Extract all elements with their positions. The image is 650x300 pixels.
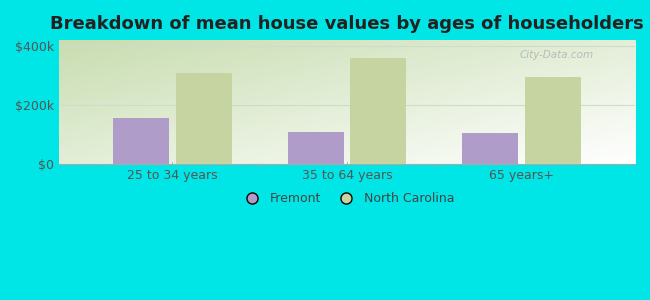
Title: Breakdown of mean house values by ages of householders: Breakdown of mean house values by ages o…	[50, 15, 644, 33]
Bar	[350, 58, 406, 164]
Bar	[288, 132, 343, 164]
Bar	[462, 133, 518, 164]
Text: City-Data.com: City-Data.com	[520, 50, 594, 60]
Bar	[176, 73, 232, 164]
Bar	[525, 77, 581, 164]
Bar	[113, 118, 169, 164]
Legend: Fremont, North Carolina: Fremont, North Carolina	[235, 187, 459, 210]
